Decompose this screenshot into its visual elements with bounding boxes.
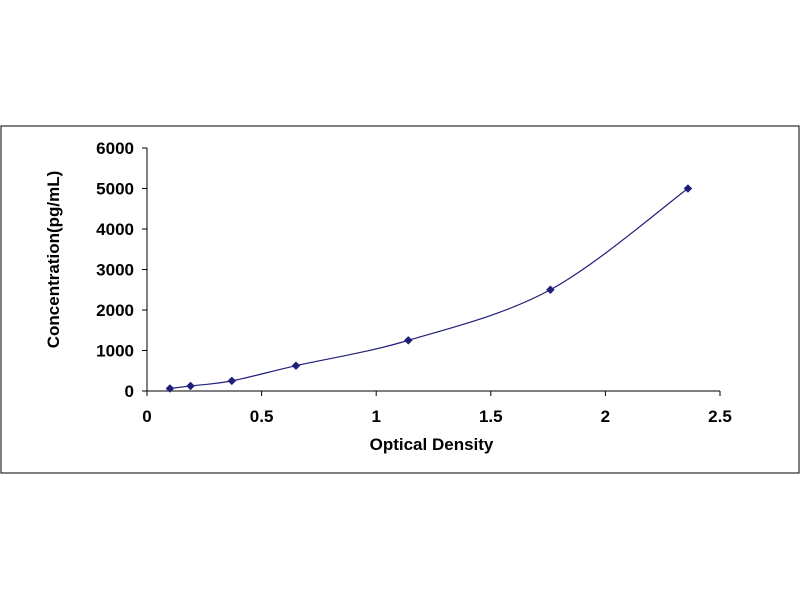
x-tick-label: 0.5 [250,407,274,426]
data-point-diamond [165,384,175,393]
y-tick-label: 5000 [96,180,134,199]
chart-border [0,125,800,474]
data-points [165,184,693,393]
data-point-diamond [227,376,237,386]
y-tick-label: 3000 [96,261,134,280]
x-tick-label: 1.5 [479,407,503,426]
x-axis-title: Optical Density [370,435,494,454]
y-tick-label: 1000 [96,342,134,361]
y-tick-label: 4000 [96,220,134,239]
data-point-diamond [291,361,301,371]
x-axis-ticks: 0 0.5 1 1.5 2 2.5 [142,391,732,426]
x-tick-label: 2 [601,407,610,426]
data-point-diamond [683,184,693,193]
fit-curve [169,188,689,390]
data-point-diamond [403,336,413,345]
x-tick-label: 1 [371,407,380,426]
y-tick-label: 2000 [96,301,134,320]
data-point-diamond [546,285,555,295]
data-point-diamond [186,381,195,391]
y-tick-label: 6000 [96,139,134,158]
y-axis-ticks: 0 1000 2000 3000 4000 5000 6000 [96,139,147,401]
y-axis-title: Concentration(pg/mL) [44,171,63,349]
y-tick-label: 0 [125,382,134,401]
x-tick-label: 2.5 [708,407,732,426]
x-tick-label: 0 [142,407,151,426]
